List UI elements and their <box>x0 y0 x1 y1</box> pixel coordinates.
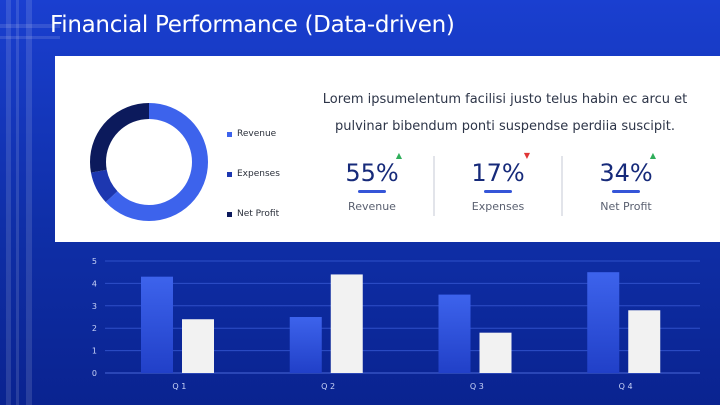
trend-up-icon: ▲ <box>649 151 656 160</box>
legend-label-revenue: Revenue <box>237 129 277 139</box>
bar-series-1-q1 <box>141 276 173 373</box>
kpi-label: Net Profit <box>600 200 652 213</box>
kpi-label: Expenses <box>471 200 525 213</box>
trend-up-icon: ▲ <box>395 151 402 160</box>
y-tick-label: 4 <box>92 279 97 288</box>
kpi-revenue: ▲ 55% Revenue <box>312 151 432 213</box>
slide-title: Financial Performance (Data-driven) <box>50 12 455 38</box>
kpi-value: 34% <box>599 159 653 187</box>
donut-legend: Revenue Expenses Net Profit <box>227 114 280 234</box>
x-tick-label: Q 3 <box>470 382 484 391</box>
legend-item-expenses: Expenses <box>227 154 280 194</box>
bar-series-1-q4 <box>587 272 620 373</box>
bar-series-2-q3 <box>479 332 512 373</box>
kpi-value: 17% <box>471 159 525 187</box>
legend-swatch-revenue <box>227 131 232 137</box>
y-tick-label: 5 <box>92 257 97 266</box>
decorative-stripes <box>0 0 60 405</box>
legend-swatch-net-profit <box>227 211 232 217</box>
y-tick-label: 1 <box>92 347 97 356</box>
donut-segment-net-profit <box>90 103 208 221</box>
trend-down-icon: ▼ <box>523 151 530 160</box>
kpi-value: 55% <box>345 159 399 187</box>
quarterly-bar-chart: 0 1 2 3 4 5 Q 1 Q 2 Q 3 Q 4 <box>92 257 700 391</box>
legend-item-net-profit: Net Profit <box>227 194 280 234</box>
bar-series-2-q2 <box>330 274 363 373</box>
bar-series-2-q1 <box>182 319 214 373</box>
kpi-label: Revenue <box>348 200 396 213</box>
legend-swatch-expenses <box>227 171 232 177</box>
divider <box>433 156 435 216</box>
y-tick-label: 0 <box>92 369 97 378</box>
summary-panel: Revenue Expenses Net Profit Lorem ipsume… <box>55 56 720 242</box>
legend-label-net-profit: Net Profit <box>237 209 280 219</box>
kpi-underline <box>484 190 512 193</box>
legend-label-expenses: Expenses <box>237 169 280 179</box>
legend-item-revenue: Revenue <box>227 114 280 154</box>
kpi-underline <box>358 190 386 193</box>
bar-series-1-q3 <box>438 294 471 373</box>
x-tick-label: Q 4 <box>619 382 633 391</box>
description-text: Lorem ipsumelentum facilisi justo telus … <box>322 92 688 134</box>
kpi-net-profit: ▲ 34% Net Profit <box>566 151 686 213</box>
x-tick-label: Q 2 <box>321 382 335 391</box>
kpi-underline <box>612 190 640 193</box>
divider <box>561 156 563 216</box>
x-tick-label: Q 1 <box>172 382 186 391</box>
donut-chart <box>90 103 208 221</box>
y-tick-label: 2 <box>92 324 97 333</box>
y-tick-label: 3 <box>92 302 97 311</box>
bar-series-1-q2 <box>289 317 322 373</box>
bar-series-2-q4 <box>628 310 661 373</box>
kpi-expenses: ▼ 17% Expenses <box>438 151 558 213</box>
